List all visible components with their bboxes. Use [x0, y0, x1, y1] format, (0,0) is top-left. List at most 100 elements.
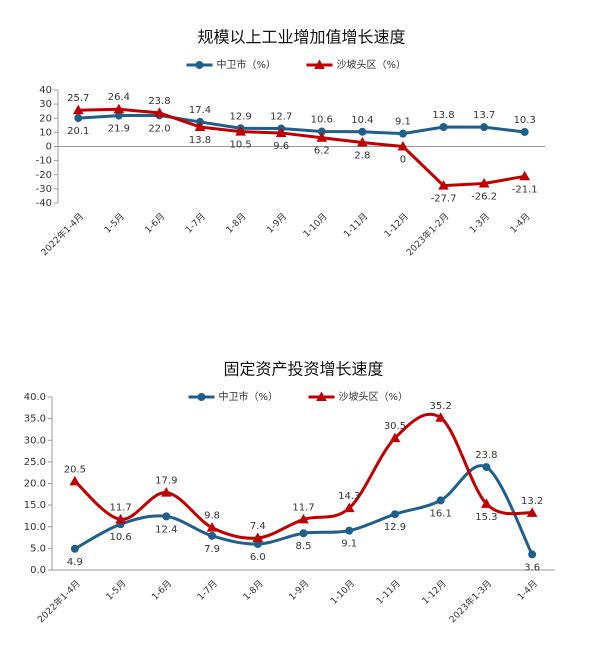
data-label: 2.8 — [354, 151, 370, 162]
y-tick-label: 35.0 — [24, 414, 46, 425]
y-tick-label: 30.0 — [24, 435, 46, 446]
y-tick-label: 10 — [39, 127, 52, 138]
data-label: 3.6 — [524, 562, 540, 573]
data-label: 13.2 — [521, 496, 543, 507]
y-tick-label: 20 — [39, 113, 52, 124]
marker — [206, 522, 218, 532]
data-label: 0 — [400, 155, 406, 166]
data-label: 7.4 — [250, 521, 266, 532]
x-tick-label: 2022年1-4月 — [38, 210, 86, 258]
marker — [298, 513, 309, 524]
data-label: 6.2 — [314, 146, 330, 157]
data-label: 9.6 — [273, 141, 289, 152]
marker — [357, 137, 368, 147]
data-label: 30.5 — [384, 421, 406, 432]
data-label: 12.9 — [384, 522, 406, 533]
legend-label: 沙坡头区（%） — [337, 58, 407, 71]
marker — [69, 475, 81, 486]
marker — [519, 170, 531, 181]
marker — [235, 126, 246, 136]
marker — [162, 512, 171, 521]
marker — [252, 532, 264, 542]
series-line — [73, 412, 533, 540]
marker — [345, 526, 354, 535]
x-tick-label: 1-9月 — [287, 578, 312, 603]
marker — [478, 177, 490, 188]
x-tick-label: 1-7月 — [183, 211, 208, 236]
data-label: 23.8 — [475, 450, 497, 461]
data-label: 35.2 — [430, 401, 452, 412]
marker — [480, 123, 489, 132]
y-tick-label: 40 — [39, 85, 52, 96]
data-label: 9.8 — [204, 511, 220, 522]
marker — [316, 132, 328, 142]
marker — [520, 127, 529, 136]
marker — [439, 123, 448, 132]
marker — [154, 107, 165, 117]
data-label: 6.0 — [250, 552, 266, 563]
legend-label: 中卫市（%） — [219, 390, 279, 403]
data-label: 10.5 — [229, 140, 251, 151]
marker — [194, 121, 206, 132]
marker — [314, 59, 325, 69]
marker — [390, 510, 399, 519]
data-label: 17.9 — [155, 476, 177, 487]
marker — [72, 104, 84, 115]
data-label: 10.6 — [109, 532, 131, 543]
data-label: -27.7 — [431, 194, 457, 205]
x-tick-label: 1-10月 — [329, 578, 358, 607]
data-label: 21.9 — [108, 124, 130, 135]
marker — [438, 180, 449, 190]
y-tick-label: 10.0 — [24, 522, 46, 533]
data-label: 26.4 — [108, 92, 130, 103]
marker — [526, 507, 538, 517]
x-tick-label: 1-12月 — [382, 211, 411, 240]
x-tick-label: 1-11月 — [374, 578, 403, 607]
marker — [299, 529, 308, 538]
data-label: 13.8 — [432, 110, 454, 121]
data-label: 9.1 — [341, 539, 357, 550]
marker — [275, 127, 287, 137]
marker — [435, 412, 447, 422]
x-tick-label: 1-7月 — [195, 578, 220, 603]
marker — [482, 463, 491, 472]
data-label: 4.9 — [67, 557, 83, 568]
x-tick-label: 1-5月 — [104, 578, 129, 603]
marker — [197, 393, 206, 401]
data-label: 20.1 — [67, 126, 89, 137]
data-label: 11.7 — [292, 502, 314, 513]
data-label: 11.7 — [109, 502, 131, 513]
data-label: -21.1 — [512, 184, 538, 195]
marker — [397, 140, 409, 151]
data-label: -26.2 — [471, 192, 497, 203]
marker — [195, 61, 204, 69]
chart-title: 固定资产投资增长速度 — [223, 360, 383, 379]
marker — [316, 391, 327, 401]
marker — [70, 544, 79, 553]
data-label: 10.6 — [311, 115, 333, 126]
data-label: 12.7 — [270, 112, 292, 123]
x-tick-label: 1-6月 — [150, 578, 175, 603]
y-tick-label: 0 — [46, 142, 52, 153]
marker — [115, 513, 126, 524]
series-line — [78, 107, 525, 188]
data-label: 12.4 — [155, 524, 177, 535]
marker — [74, 114, 83, 123]
data-label: 22.0 — [148, 123, 170, 134]
data-label: 23.8 — [148, 96, 170, 107]
data-label: 12.9 — [229, 111, 251, 122]
data-label: 13.8 — [189, 135, 211, 146]
x-tick-label: 1-6月 — [143, 211, 168, 236]
data-label: 14.3 — [338, 491, 360, 502]
y-tick-label: 30 — [39, 99, 52, 110]
chart-title: 规模以上工业增加值增长速度 — [197, 28, 405, 47]
x-tick-label: 1-8月 — [241, 578, 266, 603]
marker — [398, 129, 407, 138]
y-tick-label: 20.0 — [24, 479, 46, 490]
x-tick-label: 1-12月 — [420, 578, 449, 607]
x-tick-label: 2023年1-3月 — [446, 577, 494, 625]
y-tick-label: 25.0 — [24, 457, 46, 468]
marker — [160, 487, 172, 497]
x-tick-label: 2023年1-2月 — [404, 210, 452, 258]
